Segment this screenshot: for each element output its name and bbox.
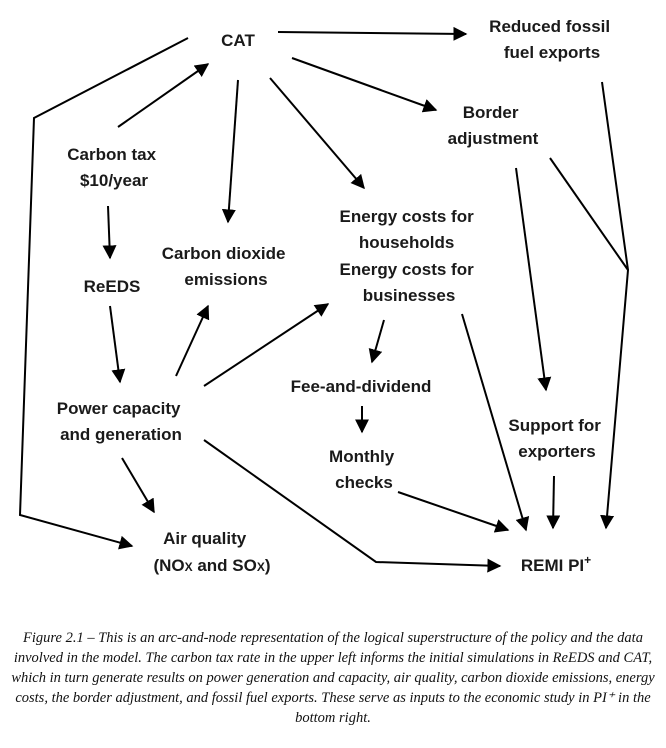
node-air-quality: Air quality (NOX and SOX) (153, 529, 270, 575)
node-fee-and-dividend: Fee-and-dividend (291, 377, 432, 396)
edge-power-to-energy-costs (203, 303, 330, 387)
node-border-adjustment: Border adjustment (448, 103, 539, 148)
nodes: CAT Reduced fossil fuel exports Border a… (57, 17, 615, 575)
edges (18, 26, 630, 573)
node-reduced-fossil-fuel-exports: Reduced fossil fuel exports (489, 17, 615, 62)
edge-monthly-to-remi (397, 491, 510, 533)
edge-reeds-to-power-capacity (109, 305, 126, 384)
edge-cat-loop-to-air-quality (18, 37, 189, 550)
edge-power-to-air-quality (121, 457, 155, 514)
edge-border-to-support (515, 167, 552, 392)
edge-support-to-remi (546, 475, 561, 530)
edge-cat-to-carbon-dioxide (221, 79, 239, 224)
edge-power-to-carbon-dioxide (175, 304, 210, 377)
node-carbon-tax: Carbon tax $10/year (67, 145, 161, 190)
edge-energy-to-remi (461, 313, 530, 532)
edge-power-to-remi (203, 439, 502, 573)
edge-energy-to-fee-dividend (368, 319, 385, 364)
figure-caption: Figure 2.1 – This is an arc-and-node rep… (11, 630, 655, 726)
arc-node-diagram: CAT Reduced fossil fuel exports Border a… (18, 17, 630, 575)
node-power-capacity: Power capacity and generation (57, 399, 186, 444)
edge-reduced-fossil-to-remi (600, 81, 630, 530)
node-support-for-exporters: Support for exporters (508, 416, 605, 461)
edge-cat-to-border-adjustment (291, 57, 438, 113)
edge-cat-to-energy-costs (269, 77, 365, 190)
node-energy-costs: Energy costs for households Energy costs… (340, 207, 479, 305)
edge-carbon-tax-to-reeds (102, 205, 117, 260)
node-reeds: ReEDS (84, 277, 141, 296)
node-remi-pi: REMI PI+ (521, 553, 591, 575)
node-cat: CAT (221, 31, 255, 50)
edge-border-joins-fossil-line (549, 157, 629, 271)
node-carbon-dioxide-emissions: Carbon dioxide emissions (162, 244, 290, 289)
edge-cat-to-reduced-fossil (277, 26, 468, 41)
edge-carbon-tax-to-cat (117, 63, 210, 128)
node-monthly-checks: Monthly checks (329, 447, 399, 492)
